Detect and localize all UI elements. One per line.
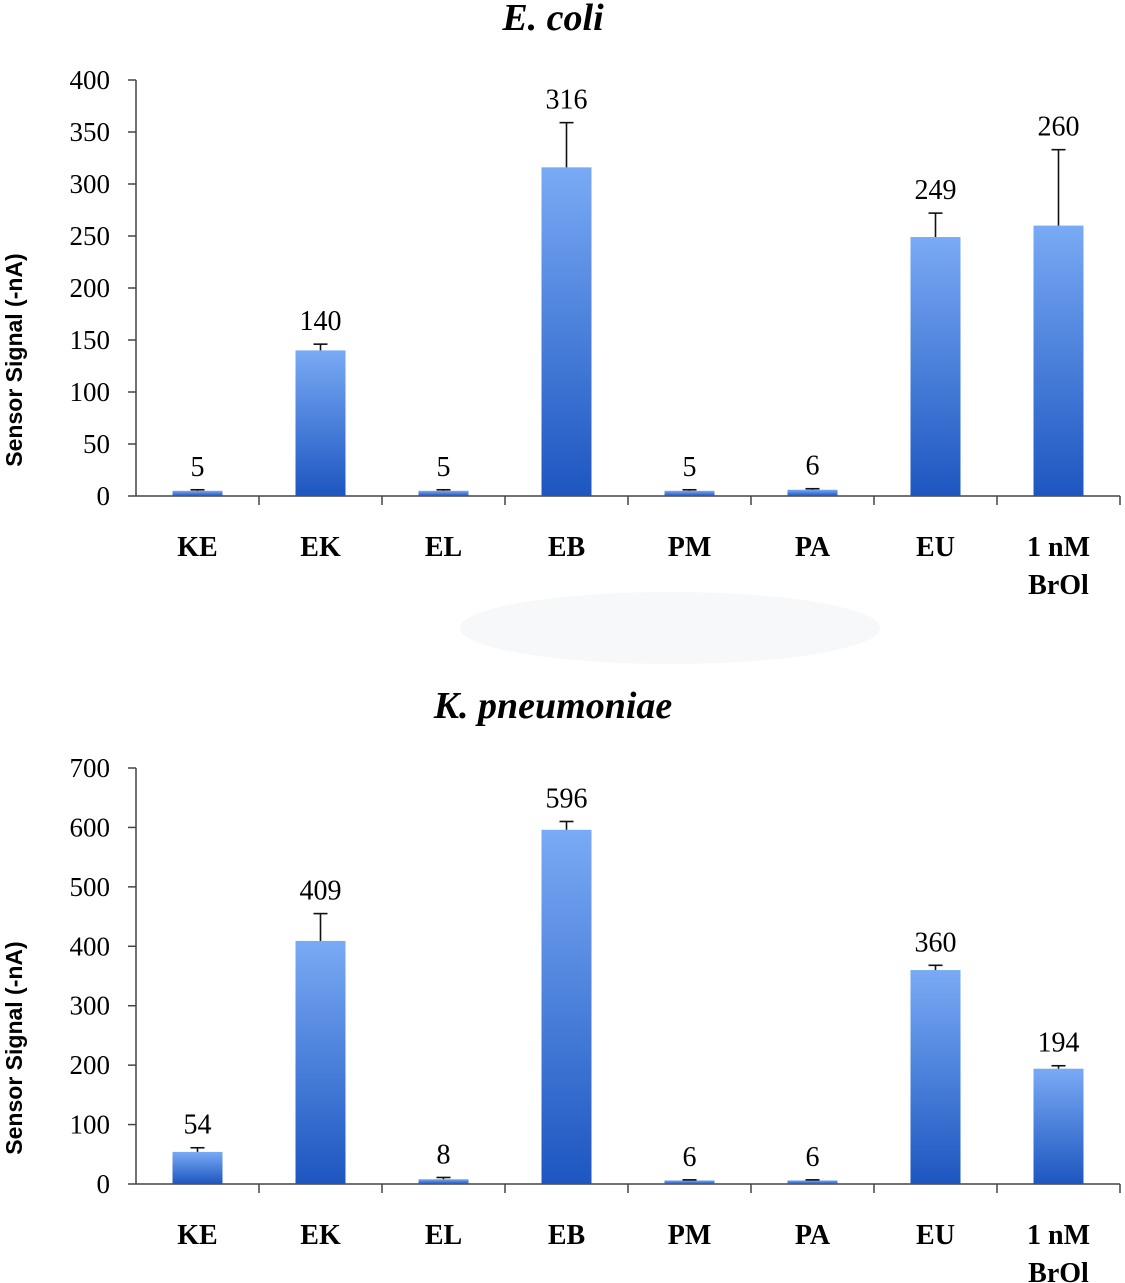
ecoli-category-label: KE [177,532,217,563]
ecoli-category-label: PA [795,532,831,563]
ecoli-bar [664,490,715,496]
kpneumoniae-y-tick-label: 300 [70,991,111,1021]
kpneumoniae-category-label: PA [795,1220,831,1251]
kpneumoniae-bar [541,829,592,1184]
ecoli-y-tick-label: 400 [70,65,111,95]
kpneumoniae-data-label: 8 [437,1139,451,1170]
kpneumoniae-bar [910,970,961,1184]
kpneumoniae-bar [664,1180,715,1184]
ecoli-chart-title: E. coli [501,0,604,39]
kpneumoniae-bar [295,940,346,1184]
ecoli-y-axis-label: Sensor Signal (-nA) [1,253,27,466]
ecoli-y-tick-label: 50 [83,429,110,459]
ecoli-y-tick-label: 250 [70,221,111,251]
kpneumoniae-category-label: PM [668,1220,712,1251]
kpneumoniae-data-label: 409 [300,876,342,907]
ecoli-bar [295,350,346,496]
ecoli-data-label: 5 [683,452,697,483]
kpneumoniae-y-tick-label: 0 [97,1169,111,1199]
kpneumoniae-category-label: BrOl [1028,1258,1089,1283]
kpneumoniae-y-tick-label: 100 [70,1110,111,1140]
ecoli-y-tick-label: 350 [70,117,111,147]
ecoli-bar [541,167,592,497]
kpneumoniae-chart-title: K. pneumoniae [433,685,673,727]
ecoli-category-label: BrOl [1028,570,1089,601]
kpneumoniae-category-label: 1 nM [1027,1220,1090,1251]
kpneumoniae-data-label: 194 [1038,1028,1080,1059]
ecoli-data-label: 5 [437,452,451,483]
kpneumoniae-category-label: KE [177,1220,217,1251]
ecoli-y-tick-label: 100 [70,377,111,407]
kpneumoniae-bar [172,1151,223,1184]
kpneumoniae-y-tick-label: 700 [70,753,111,783]
ecoli-category-label: EU [916,532,955,563]
ecoli-data-label: 260 [1038,112,1080,143]
background-smudge [460,592,880,664]
ecoli-data-label: 140 [300,306,342,337]
kpneumoniae-data-label: 54 [184,1110,212,1141]
ecoli-data-label: 5 [191,452,205,483]
kpneumoniae-panel: K. pneumoniae Sensor Signal (-nA) 0 100 20… [1,685,1121,1283]
ecoli-category-label: EL [425,532,462,563]
kpneumoniae-category-label: EB [548,1220,585,1251]
kpneumoniae-category-label: EK [300,1220,341,1251]
ecoli-category-label: PM [668,532,712,563]
ecoli-category-label: EK [300,532,341,563]
ecoli-y-tick-label: 150 [70,325,111,355]
ecoli-bar [418,490,469,496]
ecoli-bar [787,489,838,496]
kpneumoniae-bar [1033,1068,1084,1184]
ecoli-data-label: 316 [546,85,588,116]
ecoli-bar [910,237,961,497]
kpneumoniae-y-tick-label: 600 [70,812,111,842]
kpneumoniae-data-label: 6 [683,1142,697,1173]
kpneumoniae-data-label: 360 [915,927,957,958]
ecoli-y-tick-label: 200 [70,273,111,303]
ecoli-data-label: 249 [915,175,957,206]
kpneumoniae-data-label: 6 [806,1142,820,1173]
ecoli-bar [172,490,223,496]
ecoli-category-label: 1 nM [1027,532,1090,563]
kpneumoniae-y-tick-label: 400 [70,931,111,961]
kpneumoniae-y-tick-label: 500 [70,872,111,902]
kpneumoniae-y-axis-label: Sensor Signal (-nA) [1,941,27,1154]
kpneumoniae-category-label: EL [425,1220,462,1251]
ecoli-y-tick-label: 0 [97,481,111,511]
kpneumoniae-bar [418,1179,469,1184]
kpneumoniae-category-label: EU [916,1220,955,1251]
kpneumoniae-data-label: 596 [546,783,588,814]
ecoli-data-label: 6 [806,451,820,482]
ecoli-panel: E. coli Sensor Signal (-nA) 0 50 100 150 200… [1,0,1121,601]
ecoli-category-label: EB [548,532,585,563]
ecoli-y-tick-label: 300 [70,169,111,199]
kpneumoniae-bar [787,1180,838,1184]
ecoli-bar [1033,225,1084,496]
kpneumoniae-y-tick-label: 200 [70,1050,111,1080]
